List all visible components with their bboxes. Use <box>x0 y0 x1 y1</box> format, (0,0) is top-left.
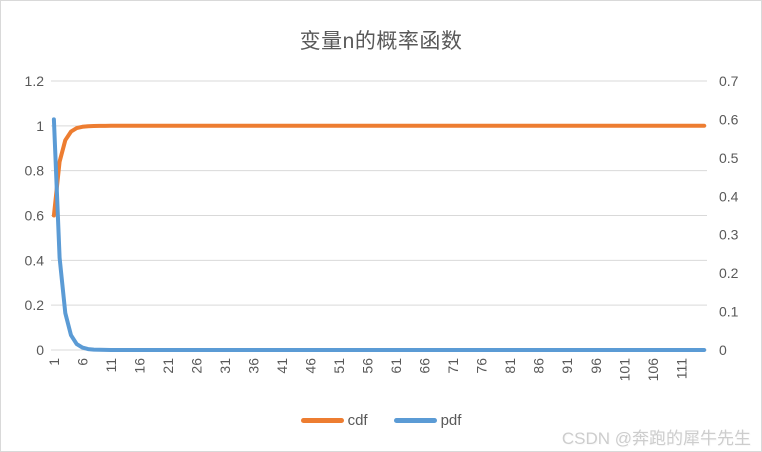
pdf-legend-label: pdf <box>440 412 462 429</box>
x-axis-tick-label: 91 <box>559 358 575 374</box>
x-axis-tick-label: 71 <box>445 358 461 374</box>
x-axis-tick-label: 21 <box>160 358 176 374</box>
y-axis-right-tick-label: 0 <box>719 342 727 358</box>
x-axis-tick-label: 86 <box>531 358 547 374</box>
x-axis-tick-label: 31 <box>217 358 233 374</box>
x-axis-tick-label: 76 <box>474 358 490 374</box>
y-axis-left-tick-label: 1.2 <box>25 73 45 89</box>
pdf-line <box>51 117 707 352</box>
y-axis-left-tick-label: 0.8 <box>25 163 45 179</box>
cdf-legend-swatch <box>300 418 344 423</box>
y-axis-right-tick-label: 0.1 <box>719 304 739 320</box>
y-axis-left-tick-label: 0.4 <box>25 252 45 268</box>
x-axis-tick-label: 46 <box>303 358 319 374</box>
y-axis-right-tick-label: 0.3 <box>719 227 739 243</box>
x-axis-tick-label: 26 <box>188 358 204 374</box>
y-axis-right-tick-label: 0.5 <box>719 150 739 166</box>
legend-item-cdf: cdf <box>300 412 368 429</box>
legend: cdf pdf <box>1 412 761 429</box>
pdf-legend-swatch <box>393 418 437 423</box>
chart-title: 变量n的概率函数 <box>299 30 463 53</box>
x-axis-tick-label: 1 <box>46 358 62 366</box>
x-axis-tick-label: 81 <box>502 358 518 374</box>
y-axis-right-tick-label: 0.7 <box>719 73 739 89</box>
y-axis-right-tick-label: 0.2 <box>719 265 739 281</box>
legend-item-pdf: pdf <box>393 412 462 429</box>
cdf-legend-label: cdf <box>347 412 368 429</box>
x-axis-tick-label: 41 <box>274 358 290 374</box>
y-axis-left-tick-label: 0 <box>36 342 44 358</box>
x-axis-tick-label: 66 <box>417 358 433 374</box>
y-axis-right-tick-label: 0.4 <box>719 188 739 204</box>
x-axis-tick-label: 111 <box>673 358 689 379</box>
y-axis-left-tick-label: 0.6 <box>25 208 45 224</box>
x-axis-tick-label: 56 <box>360 358 376 374</box>
cdf-line <box>51 123 707 218</box>
x-axis-tick-label: 96 <box>588 358 604 374</box>
y-axis-left-tick-label: 0.2 <box>25 297 45 313</box>
x-axis-tick-label: 101 <box>616 358 632 382</box>
x-axis-tick-label: 106 <box>645 358 661 382</box>
x-axis-tick-label: 51 <box>331 358 347 374</box>
x-axis-tick-label: 61 <box>388 358 404 374</box>
y-axis-left-tick-label: 1 <box>36 118 44 134</box>
y-axis-right-tick-label: 0.6 <box>719 111 739 127</box>
x-axis-tick-label: 11 <box>103 358 119 373</box>
x-axis-tick-label: 36 <box>246 358 262 374</box>
x-axis-tick-label: 16 <box>131 358 147 374</box>
x-axis-tick-label: 6 <box>74 358 90 366</box>
watermark: CSDN @奔跑的犀牛先生 <box>561 429 751 448</box>
